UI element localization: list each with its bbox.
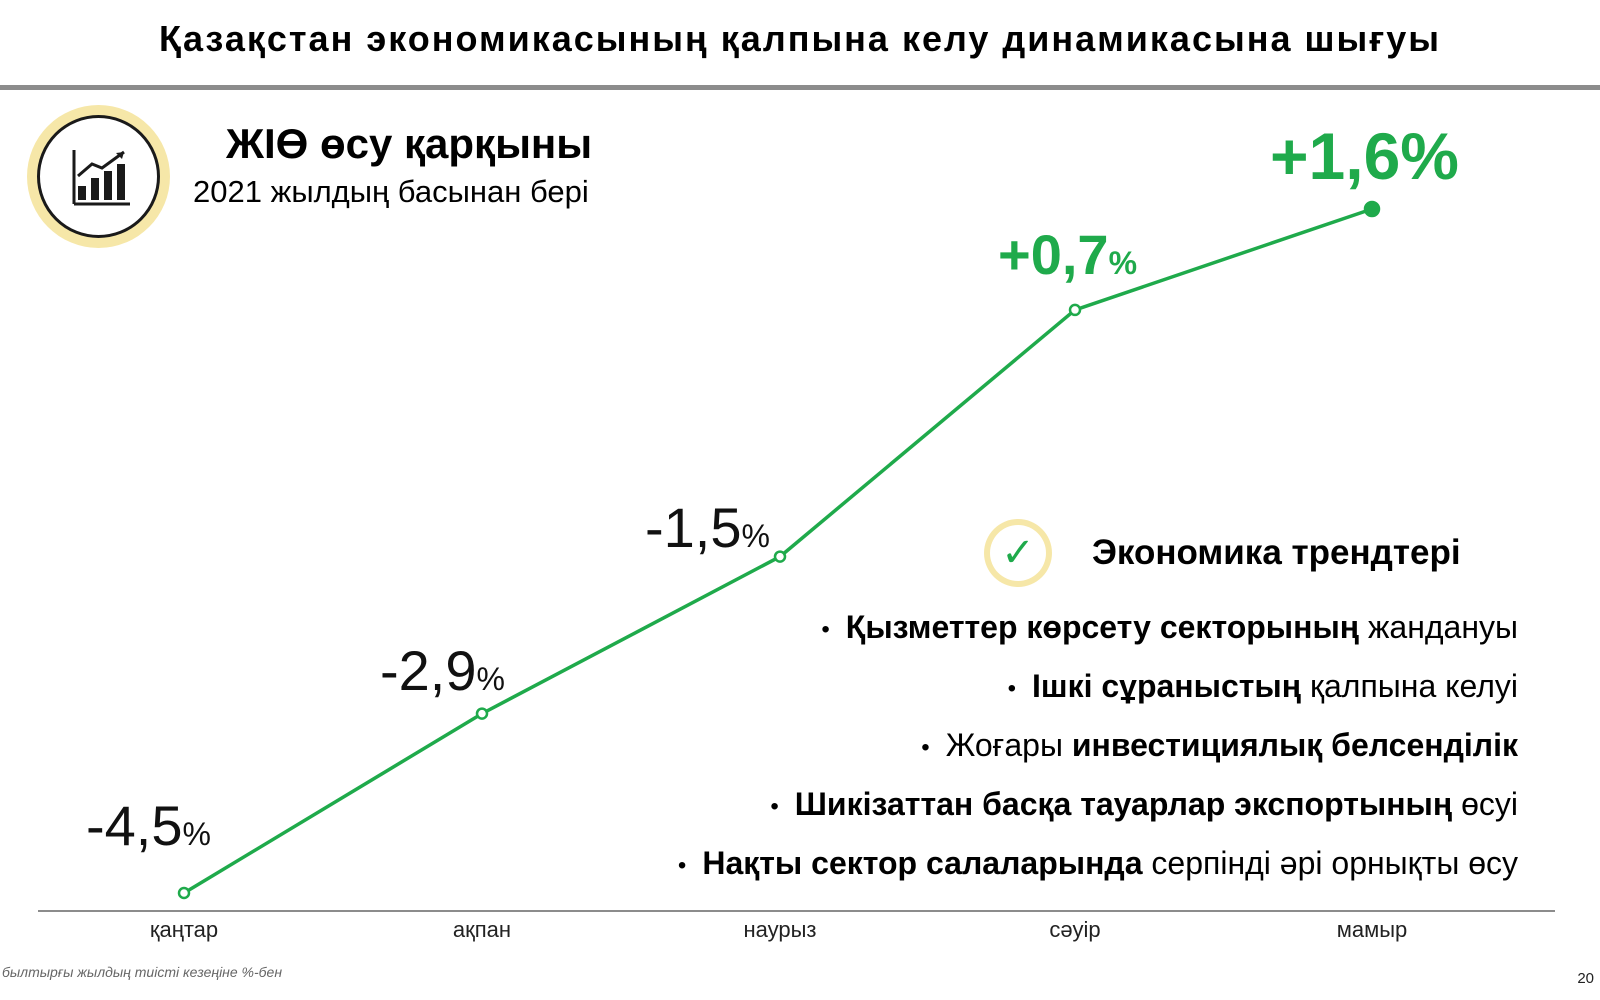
data-label-1: -2,9% — [380, 639, 505, 702]
x-tick-label: ақпан — [452, 917, 512, 942]
x-tick-label: қаңтар — [149, 917, 219, 942]
list-item: • Ішкі сұраныстың қалпына келуі — [1007, 668, 1518, 704]
data-point — [1363, 200, 1381, 218]
list-item: • Жоғары инвестициялық белсенділік — [921, 727, 1518, 763]
data-point — [475, 707, 489, 720]
bar-chart-growth-icon — [27, 105, 170, 248]
page-title: Қазақстан экономикасының қалпына келу ди… — [159, 18, 1441, 59]
data-point — [177, 886, 191, 900]
checkmark-icon: ✓ — [984, 519, 1052, 587]
x-tick-label: сәуір — [1049, 917, 1101, 942]
data-label-2: -1,5% — [645, 496, 770, 559]
trends-title: Экономика трендтері — [1092, 533, 1461, 572]
list-item: • Нақты сектор салаларында серпінді әрі о… — [677, 845, 1518, 881]
data-point — [1068, 303, 1082, 317]
data-label-3: +0,7% — [998, 223, 1138, 286]
trends-list: • Қызметтер көрсету секторының жандануы •… — [678, 605, 1518, 900]
list-item: • Қызметтер көрсету секторының жандануы — [821, 609, 1518, 645]
x-tick-label: мамыр — [1336, 917, 1408, 942]
footnote: былтырғы жылдың тиісті кезеңіне %-бен — [2, 964, 283, 980]
data-label-0: -4,5% — [86, 794, 211, 857]
data-point — [773, 550, 787, 563]
x-tick-label: наурыз — [743, 917, 817, 942]
page-number: 20 — [1577, 970, 1594, 987]
gdp-subtitle: 2021 жылдың басынан бері — [193, 174, 589, 209]
list-item: • Шикізаттан басқа тауарлар экспортының ө… — [770, 786, 1518, 822]
gdp-title: ЖІӨ өсу қарқыны — [226, 120, 593, 167]
data-label-4: +1,6% — [1270, 119, 1459, 193]
header-divider — [0, 85, 1600, 90]
